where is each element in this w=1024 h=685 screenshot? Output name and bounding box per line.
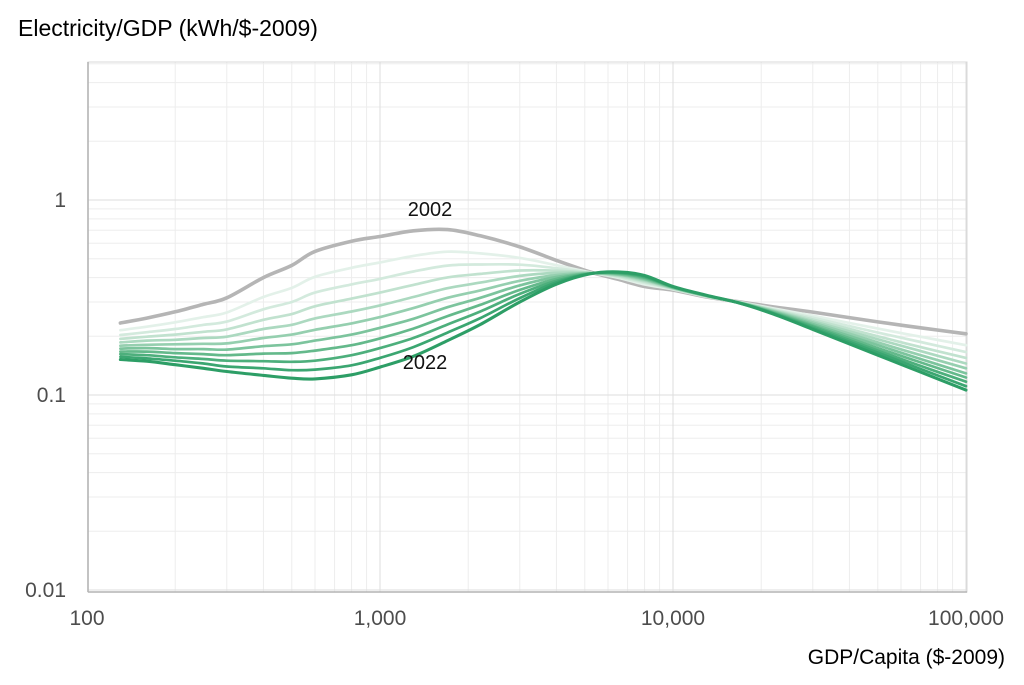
x-axis-title: GDP/Capita ($-2009)	[808, 646, 1005, 669]
x-tick-label: 100	[69, 607, 104, 630]
y-tick-label: 1	[54, 189, 66, 212]
series-line-2022	[118, 270, 968, 392]
x-tick-label: 10,000	[641, 607, 705, 630]
series-lines	[118, 227, 968, 392]
series-line-2002	[118, 227, 968, 336]
x-tick-label: 1,000	[354, 607, 407, 630]
x-axis: 100 1,000 10,000 100,000 GDP/Capita ($-2…	[69, 607, 1005, 669]
y-axis: 1 0.1 0.01	[25, 189, 66, 602]
annotations: 2002 2022	[403, 199, 453, 374]
y-tick-label: 0.1	[37, 384, 66, 407]
x-tick-label: 100,000	[928, 607, 1004, 630]
year-label-2002: 2002	[408, 199, 453, 221]
year-label-2022: 2022	[403, 352, 448, 374]
chart-title: Electricity/GDP (kWh/$-2009)	[18, 15, 318, 41]
gridlines	[87, 61, 968, 593]
y-tick-label: 0.01	[25, 579, 66, 602]
